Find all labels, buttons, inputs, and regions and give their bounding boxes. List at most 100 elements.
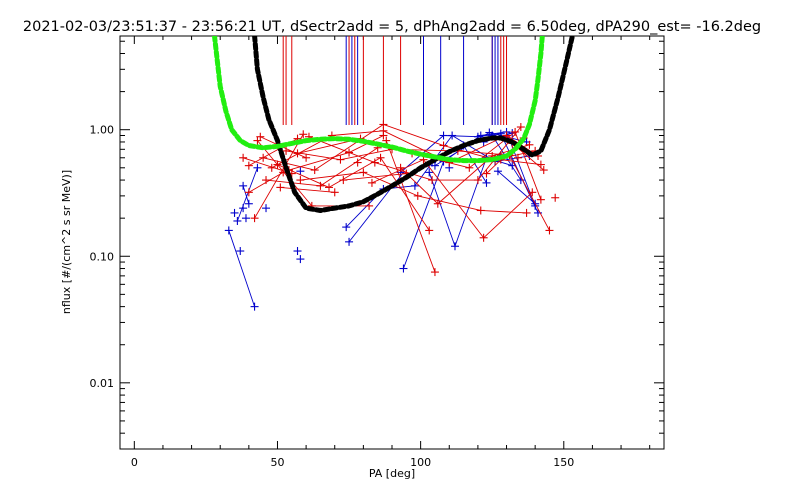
data-point [273,160,282,169]
data-point [330,188,339,197]
data-point [239,153,248,162]
connecting-line [236,167,258,222]
connecting-line [343,173,407,181]
data-point [425,168,434,177]
x-tick-label: 0 [131,456,138,469]
data-point [433,199,442,208]
connecting-line [428,172,456,247]
data-point [482,178,491,187]
data-point [545,226,554,235]
data-point [430,268,439,277]
data-point [316,181,325,190]
data-point [482,169,491,178]
data-point [259,153,268,162]
data-point [399,264,408,273]
plot-frame [119,35,665,450]
y-tick-label: 0.10 [90,250,115,263]
data-point [293,247,302,256]
connecting-line [331,130,384,136]
data-point [551,193,560,202]
data-point [299,130,308,139]
data-point [370,158,379,167]
data-point [425,226,434,235]
connecting-line [385,140,436,273]
connecting-line [480,210,527,214]
data-point [353,158,362,167]
model-curve [252,36,575,213]
model-curve [212,36,545,164]
data-point [250,302,259,311]
connecting-line [437,155,493,205]
data-point [239,181,248,190]
data-point [359,168,368,177]
y-tick-label: 1.00 [90,124,115,137]
data-point [448,131,457,140]
data-point [516,123,525,132]
data-point [493,167,502,176]
connecting-line [454,157,487,247]
data-point [224,226,233,235]
data-point [465,163,474,172]
data-point [539,166,548,175]
connecting-line [383,124,444,146]
data-point [345,237,354,246]
connecting-line [374,162,433,181]
data-point [367,178,376,187]
connecting-line [500,159,541,166]
x-tick-label: 50 [270,456,284,469]
data-point [522,208,531,217]
data-point [376,153,385,162]
data-point [250,214,259,223]
data-point [379,131,388,140]
data-point [342,223,351,232]
data-point [479,233,488,242]
data-point [256,132,265,141]
x-axis-label: PA [deg] [369,467,415,480]
data-point [339,176,348,185]
data-point [525,140,534,149]
data-point [282,146,291,155]
data-point [236,247,245,256]
data-point [239,204,248,213]
connecting-line [242,185,250,204]
data-point [296,255,305,264]
y-axis-label: nflux [#/(cm^2 s sr MeV)] [60,170,73,314]
connecting-line [403,161,444,269]
data-point [241,214,250,223]
connecting-line [457,150,510,156]
data-point [413,191,422,200]
connecting-line [263,157,315,171]
data-point [336,155,345,164]
data-point [262,176,271,185]
data-point [439,131,448,140]
data-point [296,176,305,185]
data-point [396,163,405,172]
data-point [296,167,305,176]
data-point [365,201,374,210]
data-point [428,176,437,185]
data-point [450,242,459,251]
data-point [293,149,302,158]
data-point [253,163,262,172]
data-point [262,204,271,213]
data-point [410,181,419,190]
chart-title: 2021-02-03/23:51:37 - 23:56:21 UT, dSect… [23,19,761,35]
connecting-line [285,150,341,161]
data-point [244,199,253,208]
data-point [473,176,482,185]
data-point [534,208,543,217]
data-point [267,163,276,172]
axes: 0 50 100 150 0.01 0.10 1.00 [90,36,664,469]
connecting-line [380,157,430,231]
data-point [244,161,253,170]
data-point [528,188,537,197]
data-point [382,136,391,145]
connecting-line [423,159,484,239]
connecting-line [497,170,536,205]
data-point [476,206,485,215]
connecting-line [280,186,335,193]
data-point [536,160,545,169]
data-point [345,148,354,157]
y-tick-label: 0.01 [90,377,115,390]
data-point [233,216,242,225]
